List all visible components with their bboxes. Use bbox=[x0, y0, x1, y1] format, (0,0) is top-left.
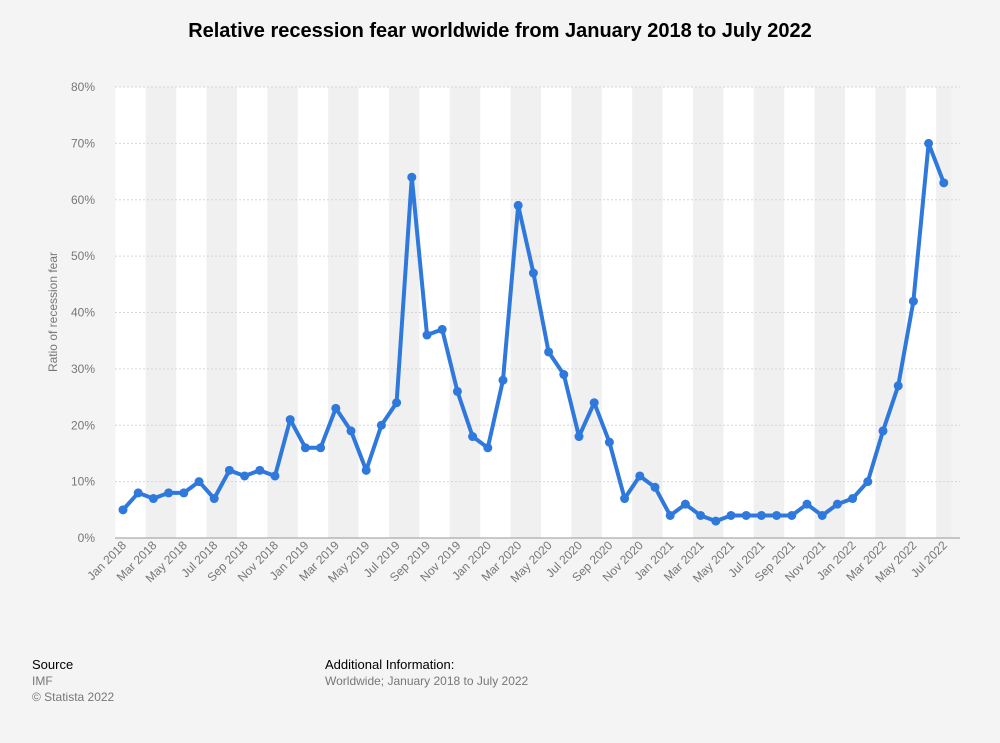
chart-title: Relative recession fear worldwide from J… bbox=[188, 20, 812, 42]
data-point bbox=[240, 471, 250, 481]
data-point bbox=[635, 471, 645, 481]
data-point bbox=[164, 488, 174, 498]
data-point bbox=[680, 499, 690, 509]
data-point bbox=[452, 386, 462, 396]
data-point bbox=[437, 324, 447, 334]
data-point bbox=[650, 482, 660, 492]
data-point bbox=[513, 200, 523, 210]
data-point bbox=[407, 172, 417, 182]
data-points bbox=[118, 138, 949, 526]
source-block: Source IMF © Statista 2022 bbox=[32, 657, 114, 705]
y-tick-label: 10% bbox=[71, 475, 95, 489]
data-point bbox=[939, 178, 949, 188]
y-axis-label: Ratio of recession fear bbox=[46, 252, 60, 372]
additional-info-heading: Additional Information: bbox=[325, 657, 455, 672]
data-point bbox=[574, 432, 584, 442]
data-point bbox=[589, 398, 599, 408]
data-point bbox=[346, 426, 356, 436]
data-point bbox=[893, 381, 903, 391]
data-point bbox=[772, 510, 782, 520]
data-point bbox=[483, 443, 493, 453]
data-point bbox=[331, 403, 341, 413]
data-point bbox=[848, 494, 858, 504]
copyright: © Statista 2022 bbox=[32, 690, 115, 704]
data-point bbox=[908, 296, 918, 306]
data-point bbox=[756, 510, 766, 520]
data-point bbox=[726, 510, 736, 520]
y-tick-label: 80% bbox=[71, 80, 95, 94]
data-point bbox=[696, 510, 706, 520]
data-point bbox=[255, 465, 265, 475]
data-point bbox=[878, 426, 888, 436]
data-point bbox=[559, 370, 569, 380]
y-tick-label: 40% bbox=[71, 306, 95, 320]
data-point bbox=[741, 510, 751, 520]
data-point bbox=[787, 510, 797, 520]
data-point bbox=[620, 494, 630, 504]
additional-info-block: Additional Information: Worldwide; Janua… bbox=[325, 657, 528, 689]
gridlines bbox=[115, 86, 960, 539]
data-point bbox=[604, 437, 614, 447]
y-tick-label: 60% bbox=[71, 193, 95, 207]
data-point bbox=[924, 138, 934, 148]
data-point bbox=[270, 471, 280, 481]
data-point bbox=[118, 505, 128, 515]
data-point bbox=[468, 432, 478, 442]
y-tick-label: 0% bbox=[78, 531, 96, 545]
y-tick-label: 20% bbox=[71, 418, 95, 432]
data-point bbox=[498, 375, 508, 385]
y-axis-ticks: 0% 10% 20% 30% 40% 50% 60% 70% 80% bbox=[71, 80, 95, 545]
source-heading: Source bbox=[32, 657, 74, 672]
data-point bbox=[832, 499, 842, 509]
data-point bbox=[528, 268, 538, 278]
y-tick-label: 30% bbox=[71, 362, 95, 376]
data-point bbox=[665, 510, 675, 520]
data-point bbox=[711, 516, 721, 526]
data-point bbox=[224, 465, 234, 475]
data-point bbox=[194, 477, 204, 487]
y-tick-label: 50% bbox=[71, 249, 95, 263]
data-point bbox=[133, 488, 143, 498]
data-point bbox=[179, 488, 189, 498]
data-point bbox=[376, 420, 386, 430]
data-point bbox=[802, 499, 812, 509]
data-point bbox=[316, 443, 326, 453]
data-point bbox=[422, 330, 432, 340]
y-tick-label: 70% bbox=[71, 136, 95, 150]
data-point bbox=[148, 494, 158, 504]
source-name[interactable]: IMF bbox=[32, 674, 53, 688]
data-point bbox=[544, 347, 554, 357]
data-point bbox=[863, 477, 873, 487]
data-point bbox=[817, 510, 827, 520]
data-point bbox=[209, 494, 219, 504]
data-point bbox=[361, 465, 371, 475]
data-point bbox=[285, 415, 295, 425]
data-point bbox=[392, 398, 402, 408]
additional-info-text: Worldwide; January 2018 to July 2022 bbox=[325, 674, 529, 688]
data-point bbox=[300, 443, 310, 453]
